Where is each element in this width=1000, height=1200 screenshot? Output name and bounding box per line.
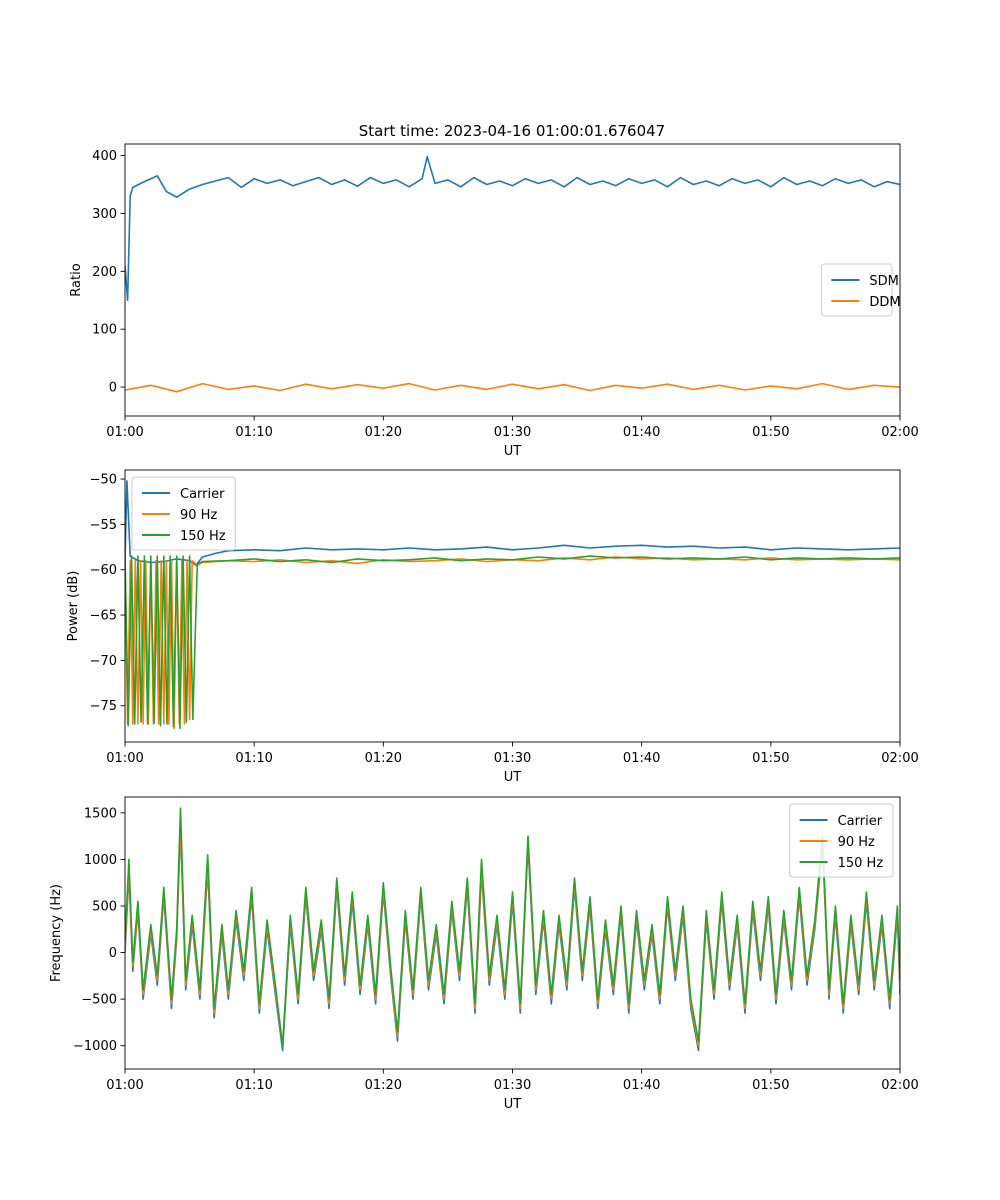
legend-label-150-hz: 150 Hz <box>180 529 226 544</box>
y-tick-label: 100 <box>92 323 117 338</box>
x-tick-label: 01:20 <box>365 751 402 766</box>
x-tick-label: 01:20 <box>365 425 402 440</box>
y-axis-label: Frequency (Hz) <box>49 884 64 982</box>
chart-panel-2: 01:00 01:10 01:20 01:30 01:40 01:50 02:00 −50 −5… <box>66 469 919 785</box>
series-line-150-hz <box>125 807 900 1047</box>
x-tick-label: 01:50 <box>752 425 789 440</box>
y-tick-label: −60 <box>90 563 117 578</box>
x-tick-label: 01:00 <box>106 1078 143 1093</box>
legend-label-ddm: DDM <box>869 295 900 310</box>
x-tick-label: 01:20 <box>365 1078 402 1093</box>
legend-box <box>789 803 894 878</box>
y-tick-label: 1500 <box>84 806 117 821</box>
y-tick-label: 0 <box>109 381 117 396</box>
legend-label-carrier: Carrier <box>180 487 225 502</box>
legend-label-sdm: SDM <box>869 274 898 289</box>
legend-box <box>820 263 893 317</box>
figure-title: Start time: 2023-04-16 01:00:01.676047 <box>359 122 665 140</box>
x-tick-label: 01:30 <box>494 751 531 766</box>
y-tick-label: −70 <box>90 654 117 669</box>
x-axis-label: UT <box>504 444 522 459</box>
y-tick-label: 500 <box>92 899 117 914</box>
chart-panel-1: 01:00 01:10 01:20 01:30 01:40 01:50 02:00 0 100 2… <box>69 143 919 459</box>
x-tick-label: 01:40 <box>623 425 660 440</box>
panels: 01:00 01:10 01:20 01:30 01:40 01:50 02:00 0 100 2… <box>49 143 919 1112</box>
series-group <box>125 480 900 730</box>
x-tick-label: 02:00 <box>881 425 918 440</box>
series-line-150-hz <box>125 551 900 730</box>
x-tick-label: 01:30 <box>494 1078 531 1093</box>
y-tick-label: 300 <box>92 207 117 222</box>
y-tick-label: 200 <box>92 265 117 280</box>
series-line-ddm <box>125 382 900 393</box>
x-tick-label: 01:10 <box>235 751 272 766</box>
x-tick-label: 01:40 <box>623 751 660 766</box>
x-tick-label: 01:10 <box>235 1078 272 1093</box>
x-tick-label: 01:50 <box>752 751 789 766</box>
legend: Carrier 90 Hz 150 Hz <box>131 476 236 551</box>
y-tick-label: −55 <box>90 518 117 533</box>
y-tick-label: 0 <box>109 946 117 961</box>
legend-label-150-hz: 150 Hz <box>838 856 884 871</box>
x-tick-label: 02:00 <box>881 751 918 766</box>
legend: SDM DDM <box>820 263 901 317</box>
y-axis-label: Ratio <box>69 263 84 296</box>
y-tick-label: 1000 <box>84 853 117 868</box>
legend-box <box>131 476 236 551</box>
y-axis-label: Power (dB) <box>66 571 81 642</box>
y-tick-label: −65 <box>90 609 117 624</box>
y-tick-label: −75 <box>90 699 117 714</box>
legend: Carrier 90 Hz 150 Hz <box>789 803 894 878</box>
legend-label-90-hz: 90 Hz <box>838 835 875 850</box>
x-tick-label: 01:00 <box>106 425 143 440</box>
y-tick-label: −500 <box>81 993 117 1008</box>
chart-panel-3: 01:00 01:10 01:20 01:30 01:40 01:50 02:00 1500 1… <box>49 796 919 1112</box>
y-tick-label: −50 <box>90 473 117 488</box>
x-tick-label: 01:00 <box>106 751 143 766</box>
legend-label-90-hz: 90 Hz <box>180 508 217 523</box>
x-tick-label: 01:40 <box>623 1078 660 1093</box>
legend-label-carrier: Carrier <box>838 814 883 829</box>
x-tick-label: 01:30 <box>494 425 531 440</box>
y-tick-label: 400 <box>92 149 117 164</box>
x-axis-label: UT <box>504 1097 522 1112</box>
series-group <box>125 155 900 393</box>
y-tick-label: −1000 <box>73 1039 117 1054</box>
x-tick-label: 02:00 <box>881 1078 918 1093</box>
x-tick-label: 01:10 <box>235 425 272 440</box>
series-group <box>125 807 900 1052</box>
series-line-sdm <box>125 155 900 302</box>
x-tick-label: 01:50 <box>752 1078 789 1093</box>
series-line-carrier <box>125 480 900 567</box>
x-axis-label: UT <box>504 770 522 785</box>
